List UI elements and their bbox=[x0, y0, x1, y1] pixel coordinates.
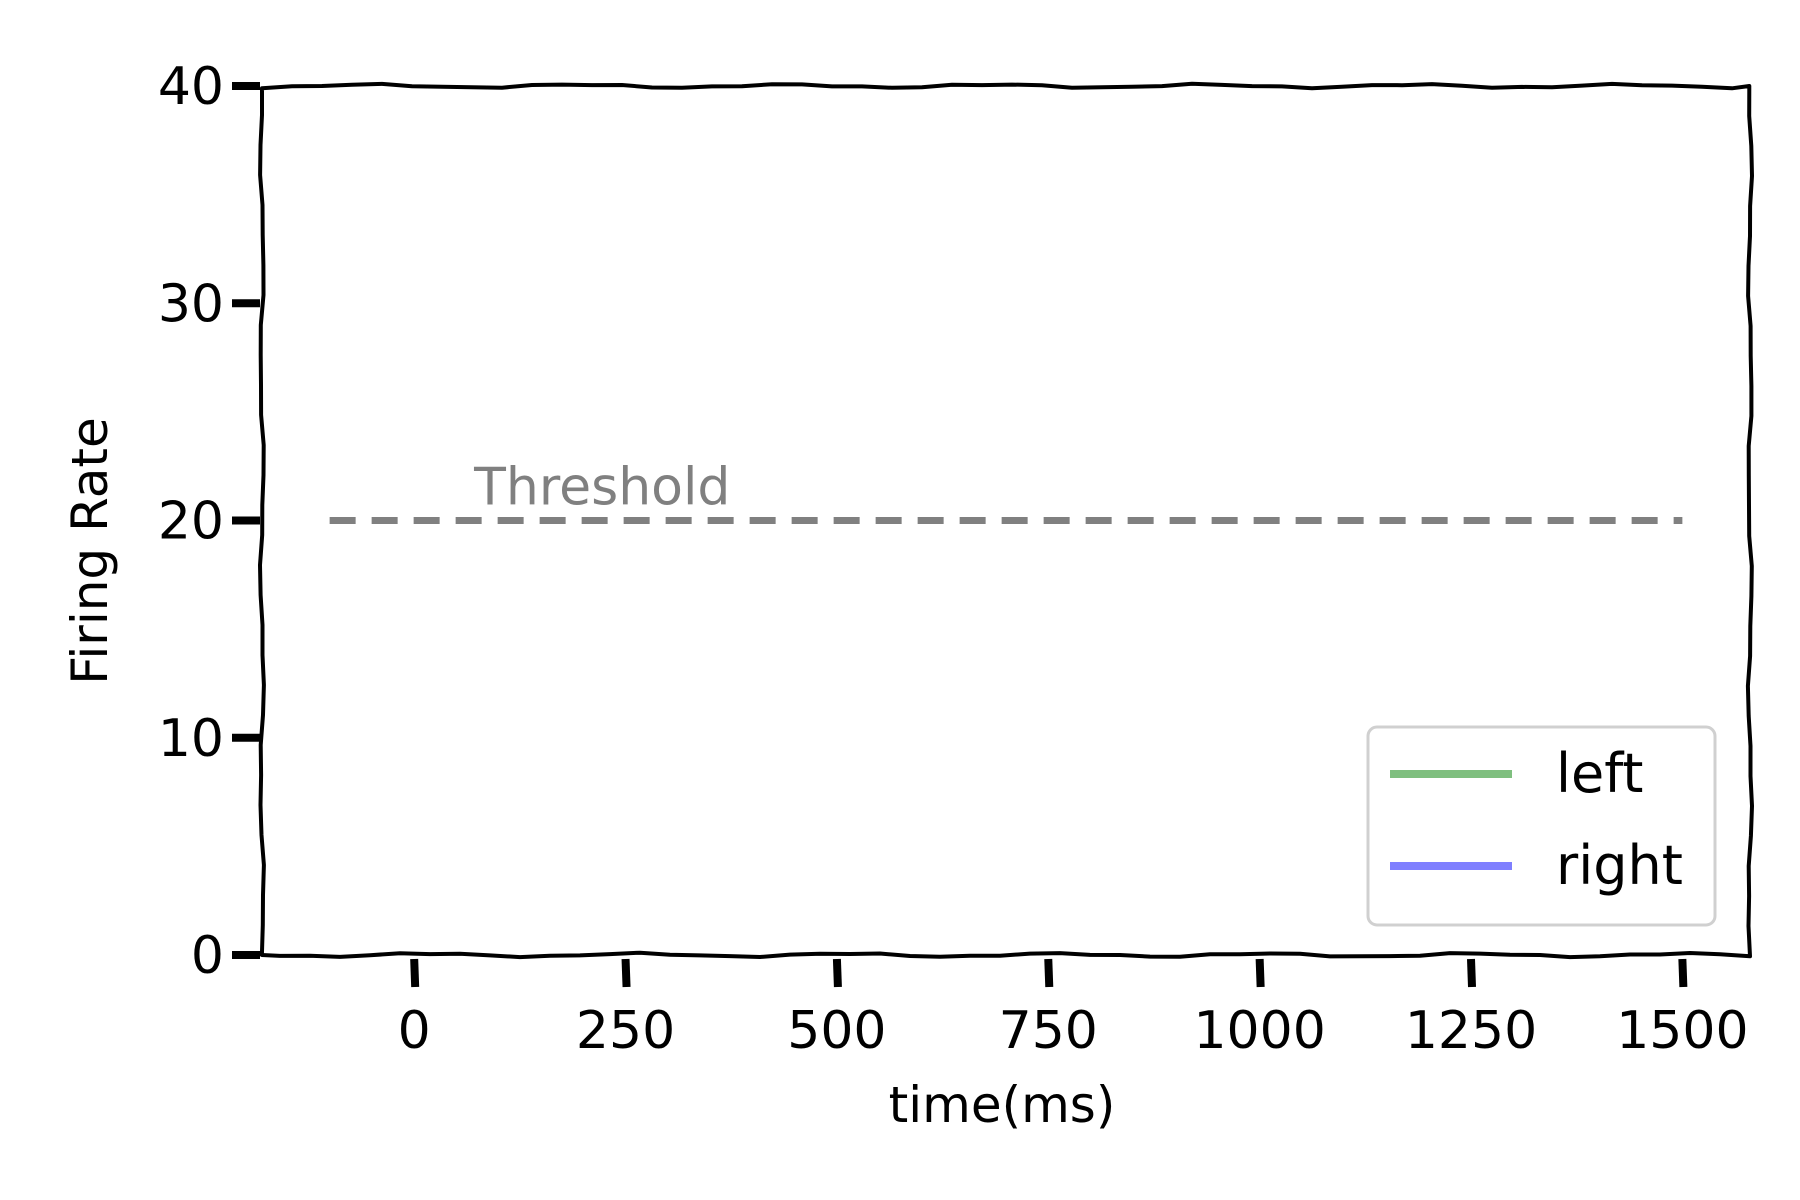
x-tick-label: 1250 bbox=[1405, 1001, 1537, 1061]
x-tick-label: 250 bbox=[576, 1001, 675, 1061]
x-tick-mark bbox=[1255, 958, 1265, 988]
legend: left right bbox=[1366, 725, 1717, 927]
y-axis-title: Firing Rate bbox=[61, 417, 119, 684]
x-tick-mark bbox=[832, 958, 842, 988]
x-tick-label: 500 bbox=[787, 1001, 886, 1061]
plot-frame bbox=[258, 81, 1754, 960]
x-tick-mark bbox=[1467, 958, 1476, 988]
x-tick-mark bbox=[1044, 958, 1054, 988]
threshold-label: Threshold bbox=[473, 458, 730, 518]
x-tick-label: 750 bbox=[999, 1001, 1098, 1061]
y-tick-label: 20 bbox=[158, 492, 224, 552]
x-tick-mark bbox=[621, 958, 631, 988]
x-axis-title: time(ms) bbox=[889, 1076, 1116, 1134]
y-tick-label: 10 bbox=[158, 709, 224, 769]
y-axis-ticks: 0 10 20 30 40 bbox=[158, 57, 260, 986]
x-tick-mark bbox=[1678, 958, 1688, 988]
y-tick-label: 40 bbox=[158, 57, 224, 117]
x-tick-label: 1500 bbox=[1616, 1001, 1748, 1061]
x-tick-mark bbox=[410, 958, 420, 988]
x-axis-ticks: 0 250 500 750 1000 1250 1500 bbox=[398, 958, 1749, 1061]
x-tick-label: 1000 bbox=[1193, 1001, 1325, 1061]
threshold-line-group: Threshold bbox=[329, 455, 1683, 524]
y-tick-label: 30 bbox=[158, 274, 224, 334]
y-tick-label: 0 bbox=[191, 926, 224, 986]
x-tick-label: 0 bbox=[398, 1001, 431, 1061]
legend-label-right: right bbox=[1556, 834, 1683, 897]
legend-label-left: left bbox=[1556, 742, 1643, 805]
